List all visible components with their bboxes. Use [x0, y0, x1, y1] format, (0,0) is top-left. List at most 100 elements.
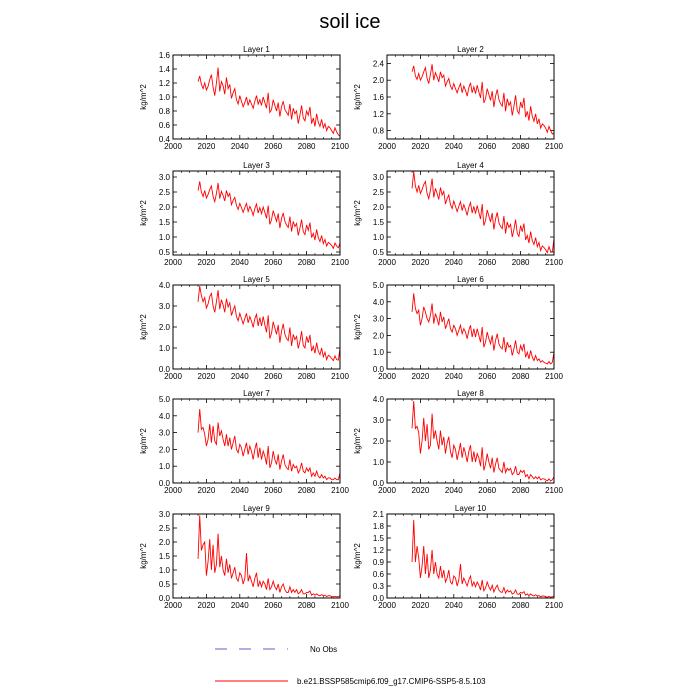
y-tick-label: 3.0 — [159, 429, 171, 438]
x-tick-label: 2000 — [164, 372, 182, 381]
x-tick-label: 2020 — [412, 486, 430, 495]
x-tick-label: 2060 — [478, 601, 496, 610]
panel-title: Layer 9 — [243, 504, 270, 513]
panel-title: Layer 4 — [457, 161, 484, 170]
x-tick-label: 2000 — [378, 372, 396, 381]
x-tick-label: 2080 — [512, 486, 530, 495]
y-tick-label: 0.0 — [159, 479, 171, 488]
plot-frame — [386, 398, 555, 484]
x-tick-label: 2000 — [164, 486, 182, 495]
y-tick-label: 0.6 — [159, 121, 171, 130]
series-line — [411, 64, 555, 135]
y-tick-label: 5.0 — [373, 281, 385, 290]
x-tick-label: 2020 — [198, 142, 216, 151]
panel-layer-5: Layer 5 kg/m^2 2000 2020 2040 2060 2080 2100 0.0… — [139, 275, 349, 381]
y-tick-label: 2.0 — [159, 538, 171, 547]
panels: Layer 1 kg/m^2 2000 2020 2040 2060 2080 2100 0.4… — [139, 45, 563, 610]
plot-frame — [172, 284, 341, 370]
y-tick-label: 1.5 — [159, 218, 171, 227]
series-line — [411, 293, 555, 365]
y-tick-label: 0.0 — [159, 594, 171, 603]
plot-frame — [172, 513, 341, 599]
plot-frame — [386, 170, 555, 256]
y-axis-label: kg/m^2 — [353, 314, 362, 340]
y-axis-label: kg/m^2 — [139, 314, 148, 340]
series-line — [411, 171, 555, 254]
x-tick-label: 2020 — [198, 372, 216, 381]
x-tick-label: 2060 — [264, 372, 282, 381]
y-tick-label: 1.5 — [159, 552, 171, 561]
panel-title: Layer 2 — [457, 45, 484, 54]
x-tick-label: 2040 — [445, 601, 463, 610]
x-tick-label: 2080 — [512, 372, 530, 381]
y-axis-label: kg/m^2 — [353, 84, 362, 110]
y-tick-label: 0.6 — [373, 570, 385, 579]
plot-frame — [172, 54, 341, 140]
series-line — [411, 401, 555, 482]
panel-title: Layer 10 — [455, 504, 487, 513]
y-tick-label: 2.0 — [373, 331, 385, 340]
y-tick-label: 1.0 — [373, 348, 385, 357]
x-tick-label: 2080 — [298, 142, 316, 151]
x-tick-label: 2060 — [478, 258, 496, 267]
plot-frame — [386, 284, 555, 370]
x-tick-label: 2020 — [412, 601, 430, 610]
y-tick-label: 1.0 — [373, 458, 385, 467]
panel-title: Layer 7 — [243, 389, 270, 398]
y-tick-label: 3.0 — [159, 510, 171, 519]
legend-no-obs-label: No Obs — [310, 645, 337, 654]
x-tick-label: 2040 — [445, 142, 463, 151]
y-tick-label: 1.2 — [159, 79, 171, 88]
y-tick-label: 0.5 — [373, 248, 385, 257]
y-tick-label: 2.5 — [159, 188, 171, 197]
x-tick-label: 2100 — [545, 601, 563, 610]
y-tick-label: 0.9 — [373, 558, 385, 567]
plot-frame — [172, 398, 341, 484]
y-axis-label: kg/m^2 — [353, 428, 362, 454]
plot-frame — [386, 513, 555, 599]
y-tick-label: 1.5 — [373, 534, 385, 543]
x-tick-label: 2080 — [512, 601, 530, 610]
x-tick-label: 2000 — [164, 601, 182, 610]
x-tick-label: 2080 — [298, 486, 316, 495]
plot-frame — [172, 170, 341, 256]
panel-layer-6: Layer 6 kg/m^2 2000 2020 2040 2060 2080 2100 0.0… — [353, 275, 563, 381]
y-tick-label: 1.2 — [373, 110, 385, 119]
y-tick-label: 1.0 — [373, 233, 385, 242]
x-tick-label: 2000 — [378, 601, 396, 610]
panel-title: Layer 3 — [243, 161, 270, 170]
x-tick-label: 2040 — [445, 486, 463, 495]
series-line — [197, 67, 341, 137]
y-tick-label: 2.0 — [373, 437, 385, 446]
y-tick-label: 2.0 — [159, 203, 171, 212]
series-line — [197, 515, 341, 598]
y-tick-label: 3.0 — [373, 173, 385, 182]
y-tick-label: 3.0 — [159, 173, 171, 182]
legend-model-label: b.e21.BSSP585cmip6.f09_g17.CMIP6-SSP5-8.… — [297, 677, 486, 686]
y-tick-label: 1.0 — [159, 93, 171, 102]
y-tick-label: 4.0 — [373, 298, 385, 307]
y-axis-label: kg/m^2 — [353, 543, 362, 569]
y-axis-label: kg/m^2 — [139, 200, 148, 226]
x-tick-label: 2020 — [198, 601, 216, 610]
y-tick-label: 4.0 — [373, 395, 385, 404]
panel-layer-8: Layer 8 kg/m^2 2000 2020 2040 2060 2080 2100 0.0… — [353, 389, 563, 495]
y-tick-label: 1.0 — [159, 344, 171, 353]
y-tick-label: 0.5 — [159, 580, 171, 589]
y-tick-label: 0.0 — [159, 365, 171, 374]
y-tick-label: 2.5 — [159, 524, 171, 533]
y-tick-label: 0.5 — [159, 248, 171, 257]
panel-title: Layer 5 — [243, 275, 270, 284]
y-axis-label: kg/m^2 — [139, 84, 148, 110]
x-tick-label: 2100 — [331, 372, 349, 381]
panel-layer-9: Layer 9 kg/m^2 2000 2020 2040 2060 2080 2100 0.0… — [139, 504, 349, 610]
x-tick-label: 2040 — [231, 142, 249, 151]
series-line — [197, 409, 341, 481]
x-tick-label: 2100 — [331, 142, 349, 151]
y-tick-label: 0.8 — [159, 107, 171, 116]
x-tick-label: 2020 — [412, 258, 430, 267]
y-tick-label: 1.0 — [159, 566, 171, 575]
panel-title: Layer 8 — [457, 389, 484, 398]
x-tick-label: 2060 — [478, 486, 496, 495]
x-tick-label: 2080 — [512, 142, 530, 151]
